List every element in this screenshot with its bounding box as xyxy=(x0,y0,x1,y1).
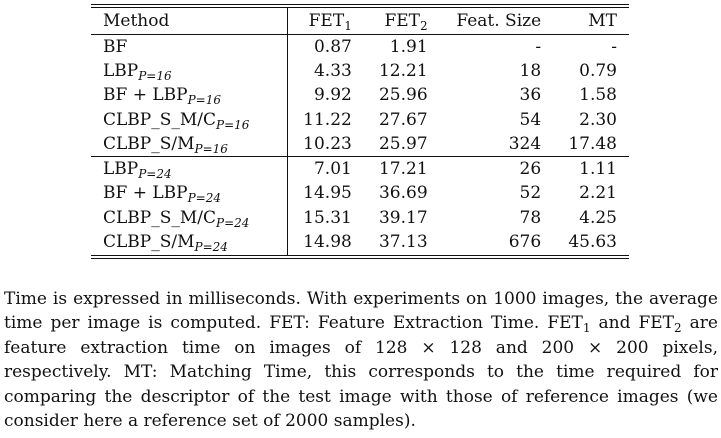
cell-mt: 45.63 xyxy=(553,230,629,259)
cell-feat-size: 18 xyxy=(519,60,542,81)
cell-method: LBPP=16 xyxy=(91,59,288,84)
cell-fet2: 1.91 xyxy=(389,36,428,57)
cell-method: CLBP_S_M/CP=24 xyxy=(91,206,288,231)
cell-feat-size: 324 xyxy=(508,133,542,154)
cell-fet1: 15.31 xyxy=(303,207,352,228)
method-name: LBP xyxy=(103,60,139,81)
method-name: CLBP_S/M xyxy=(103,232,195,253)
method-name: LBP xyxy=(103,159,139,180)
cell-feat-size: 26 xyxy=(439,156,554,182)
cell-mt: - xyxy=(611,36,617,57)
table-row: CLBP_S_M/CP=16 11.22 27.67 54 2.30 xyxy=(91,107,629,133)
cell-fet2: 12.21 xyxy=(378,60,428,81)
cell-mt: 4.25 xyxy=(579,207,617,228)
table-row: LBPP=24 7.01 17.21 26 1.11 xyxy=(91,156,629,182)
cell-method: BF + LBPP=24 xyxy=(91,181,288,207)
header-mt: MT xyxy=(553,4,629,35)
cell-feat-size: 54 xyxy=(519,109,542,130)
cell-mt: 17.48 xyxy=(568,133,617,154)
cell-mt: 2.21 xyxy=(579,183,617,204)
header-feat-size: Feat. Size xyxy=(439,4,554,35)
cell-mt: 1.58 xyxy=(579,85,617,106)
cell-method: LBPP=24 xyxy=(91,156,288,182)
cell-fet1: 10.23 xyxy=(303,133,352,154)
method-name: CLBP_S/M xyxy=(103,133,195,154)
method-name: BF + LBP xyxy=(103,183,188,204)
cell-method: CLBP_S/MP=16 xyxy=(91,132,288,157)
cell-fet2: 37.13 xyxy=(363,230,440,259)
cell-fet1: 4.33 xyxy=(313,60,352,81)
cell-method: CLBP_S/MP=24 xyxy=(91,230,288,259)
cell-method: CLBP_S_M/CP=16 xyxy=(91,107,288,133)
cell-fet1: 14.98 xyxy=(287,230,364,259)
method-name: BF xyxy=(103,36,128,57)
method-name: BF + LBP xyxy=(103,85,188,106)
table-caption: Time is expressed in milliseconds. With … xyxy=(4,289,718,432)
results-table: Method FET1 FET2 Feat. Size MT BF 0.87 1.9… xyxy=(91,4,629,259)
cell-fet1: 7.01 xyxy=(287,156,364,182)
method-parameter: P=16 xyxy=(194,141,228,156)
cell-fet1: 14.95 xyxy=(303,183,352,204)
cell-fet2: 39.17 xyxy=(378,207,428,228)
cell-method: BF xyxy=(91,34,288,60)
method-parameter: P=24 xyxy=(194,240,228,255)
table-row: CLBP_S/MP=24 14.98 37.13 676 45.63 xyxy=(91,230,629,259)
table-group-p24: LBPP=24 7.01 17.21 26 1.11 BF + LBPP=24 14.95 3… xyxy=(91,156,629,259)
table-row: BF + LBPP=24 14.95 36.69 52 2.21 xyxy=(91,181,629,207)
header-method: Method xyxy=(91,4,288,35)
cell-method: BF + LBPP=16 xyxy=(91,83,288,108)
results-table-container: Method FET1 FET2 Feat. Size MT BF 0.87 1.9… xyxy=(91,4,629,259)
cell-mt: 0.79 xyxy=(579,60,617,81)
method-parameter: P=16 xyxy=(216,117,250,132)
cell-mt: 2.30 xyxy=(579,109,617,130)
method-parameter: P=16 xyxy=(187,93,221,108)
method-name: CLBP_S_M/C xyxy=(103,207,217,228)
cell-fet1: 0.87 xyxy=(313,36,352,57)
cell-mt: 1.11 xyxy=(553,156,629,182)
cell-fet1: 11.22 xyxy=(303,109,352,130)
table-row: BF 0.87 1.91 - - xyxy=(91,34,629,60)
header-fet2: FET2 xyxy=(363,4,440,35)
cell-feat-size: 676 xyxy=(439,230,554,259)
cell-fet2: 27.67 xyxy=(378,109,428,130)
method-parameter: P=24 xyxy=(138,167,172,182)
header-fet1: FET1 xyxy=(287,4,364,35)
table-group-p16: BF 0.87 1.91- - LBPP=16 4.33 12.21 18 0.79 BF + L… xyxy=(91,34,629,157)
cell-feat-size: - xyxy=(535,36,542,57)
cell-fet2: 17.21 xyxy=(363,156,440,182)
table-header-row: Method FET1 FET2 Feat. Size MT xyxy=(91,4,629,35)
table-row: CLBP_S_M/CP=24 15.31 39.17 78 4.25 xyxy=(91,206,629,231)
method-parameter: P=24 xyxy=(216,215,250,230)
cell-feat-size: 52 xyxy=(519,183,542,204)
cell-fet2: 25.97 xyxy=(378,133,428,154)
cell-fet2: 36.69 xyxy=(378,183,428,204)
method-name: CLBP_S_M/C xyxy=(103,109,217,130)
cell-fet2: 25.96 xyxy=(378,85,428,106)
table-row: LBPP=16 4.33 12.21 18 0.79 xyxy=(91,59,629,84)
cell-fet1: 9.92 xyxy=(313,85,352,106)
table-row: CLBP_S/MP=16 10.23 25.97 324 17.48 xyxy=(91,132,629,157)
cell-feat-size: 78 xyxy=(519,207,542,228)
method-parameter: P=16 xyxy=(138,68,172,83)
table-row: BF + LBPP=16 9.92 25.96 36 1.58 xyxy=(91,83,629,108)
cell-feat-size: 36 xyxy=(519,85,542,106)
method-parameter: P=24 xyxy=(187,191,221,206)
